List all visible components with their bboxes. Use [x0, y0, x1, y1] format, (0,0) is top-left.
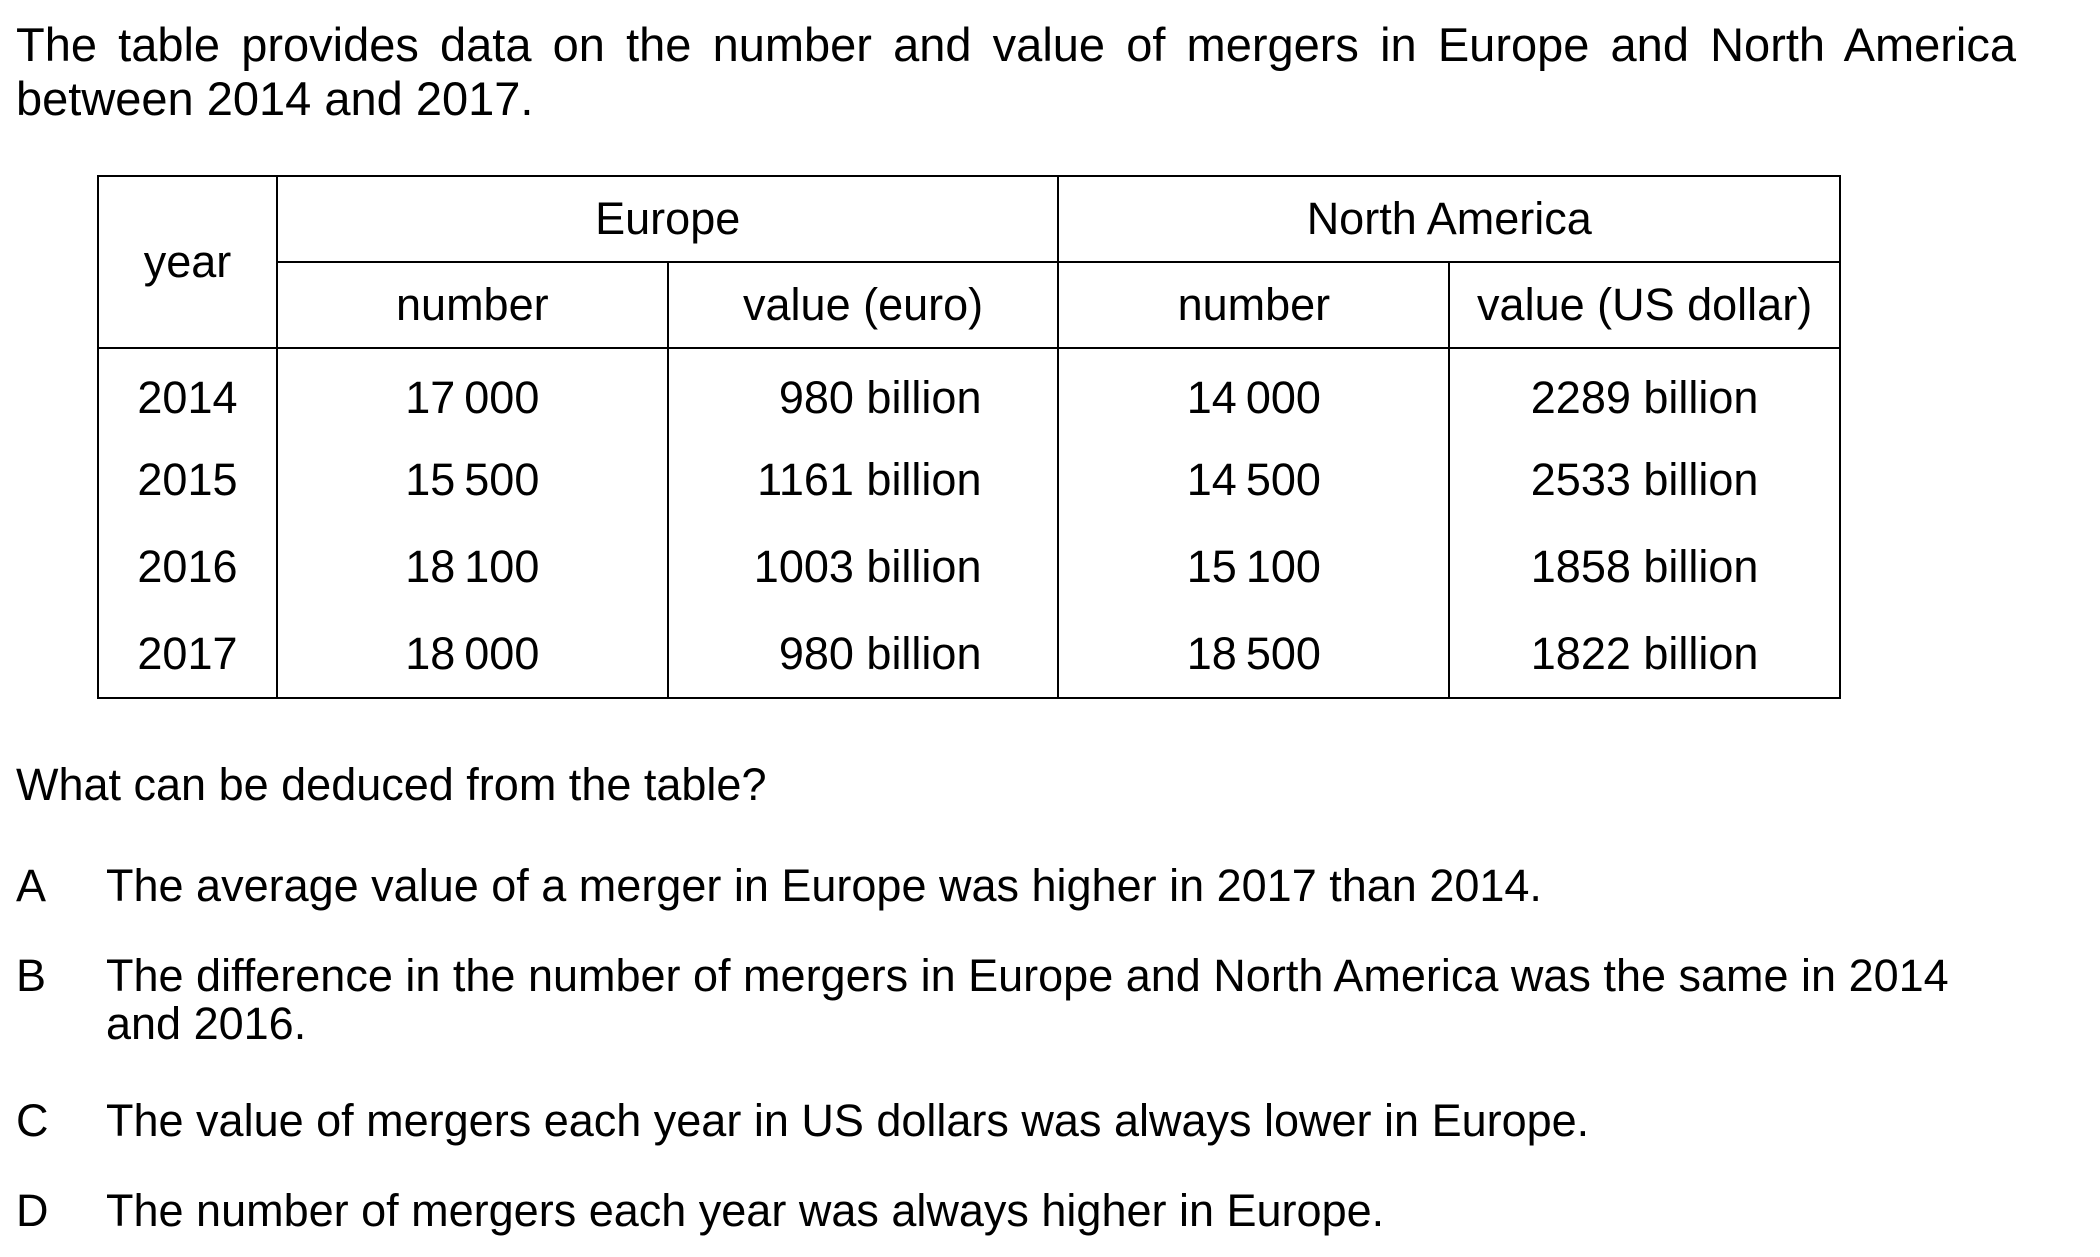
- table-row: 2016 18 100 1003 billion 15 100 1858 bil…: [97, 523, 1841, 610]
- option-letter: A: [16, 860, 47, 911]
- option-text: The number of mergers each year was alwa…: [106, 1185, 1385, 1236]
- europe-value-cell: 980 billion: [666, 348, 1060, 436]
- option-b[interactable]: B The difference in the number of merger…: [16, 952, 2016, 1048]
- table-row: 2014 17 000 980 billion 14 000 2289 bill…: [97, 348, 1841, 436]
- europe-value-cell: 980 billion: [666, 610, 1060, 699]
- europe-number-cell: 17 000: [275, 348, 669, 436]
- option-letter: D: [16, 1185, 49, 1236]
- europe-number-cell: 18 000: [275, 610, 669, 699]
- na-number-header: number: [1057, 261, 1451, 349]
- year-header: year: [97, 175, 278, 349]
- europe-value-header: value (euro): [666, 261, 1060, 349]
- year-cell: 2014: [97, 348, 278, 436]
- europe-number-cell: 18 100: [275, 523, 669, 610]
- option-a[interactable]: A The average value of a merger in Europ…: [16, 862, 2016, 910]
- table-row: 2015 15 500 1161 billion 14 500 2533 bil…: [97, 436, 1841, 523]
- question-text: What can be deduced from the table?: [16, 759, 767, 810]
- table-row: 2017 18 000 980 billion 18 500 1822 bill…: [97, 610, 1841, 699]
- europe-header: Europe: [275, 175, 1060, 263]
- na-number-cell: 14 000: [1057, 348, 1451, 436]
- year-cell: 2016: [97, 523, 278, 610]
- europe-number-cell: 15 500: [275, 436, 669, 523]
- option-text: The difference in the number of mergers …: [106, 950, 1949, 1049]
- na-value-cell: 2533 billion: [1448, 436, 1841, 523]
- year-cell: 2017: [97, 610, 278, 699]
- europe-value-cell: 1161 billion: [666, 436, 1060, 523]
- na-number-cell: 15 100: [1057, 523, 1451, 610]
- na-number-cell: 18 500: [1057, 610, 1451, 699]
- mergers-table: year Europe North America number value (…: [97, 175, 1841, 699]
- na-value-cell: 1822 billion: [1448, 610, 1841, 699]
- option-d[interactable]: D The number of mergers each year was al…: [16, 1187, 2016, 1235]
- option-text: The value of mergers each year in US dol…: [106, 1095, 1590, 1146]
- na-value-cell: 1858 billion: [1448, 523, 1841, 610]
- europe-value-cell: 1003 billion: [666, 523, 1060, 610]
- intro-text: The table provides data on the number an…: [16, 18, 2016, 125]
- option-c[interactable]: C The value of mergers each year in US d…: [16, 1097, 2016, 1145]
- option-letter: B: [16, 950, 47, 1001]
- north-america-header: North America: [1057, 175, 1841, 263]
- option-letter: C: [16, 1095, 49, 1146]
- year-cell: 2015: [97, 436, 278, 523]
- europe-number-header: number: [275, 261, 669, 349]
- option-text: The average value of a merger in Europe …: [106, 860, 1542, 911]
- na-value-header: value (US dollar): [1448, 261, 1841, 349]
- na-number-cell: 14 500: [1057, 436, 1451, 523]
- na-value-cell: 2289 billion: [1448, 348, 1841, 436]
